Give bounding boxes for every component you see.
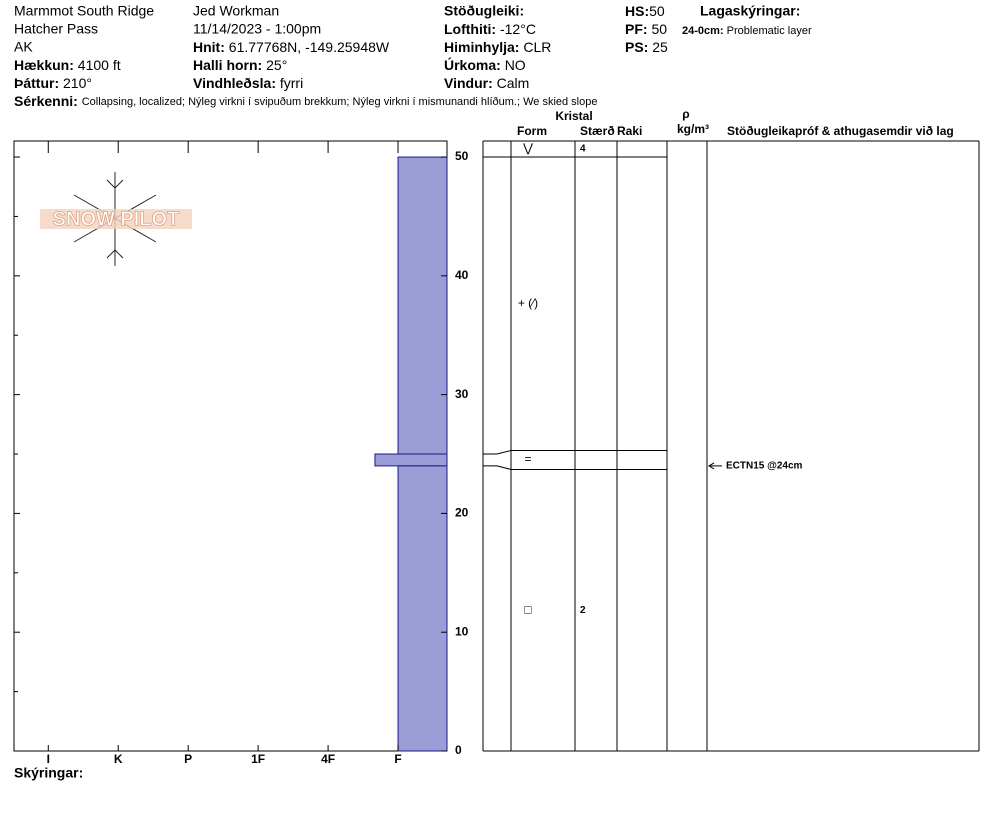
field-value: 4100 ft [78, 57, 121, 73]
grain-form: + (⁄) [518, 296, 538, 310]
field: Þáttur: 210° [14, 75, 92, 91]
field: Vindur: Calm [444, 75, 529, 91]
logo-text: SNOW PILOT [53, 208, 180, 230]
field-label: Lofthiti: [444, 21, 496, 37]
x-tick-label: F [394, 752, 401, 766]
field-label: Vindhleðsla: [193, 75, 276, 91]
field-label: HS: [625, 3, 649, 19]
field-label: Hækkun: [14, 57, 74, 73]
region: Hatcher Pass [14, 21, 98, 37]
hardness-bar [397, 156, 448, 455]
layer-note-text: Problematic layer [727, 25, 812, 37]
field-label: Hnit: [193, 39, 225, 55]
snow-field: HS:50 [625, 3, 665, 19]
y-tick-label: 40 [455, 268, 469, 282]
notes-label: Skýringar: [14, 765, 83, 781]
x-tick-label: P [184, 752, 192, 766]
grain-size: 2 [580, 605, 586, 616]
layer-note: 24-0cm: Problematic layer [682, 25, 812, 37]
y-tick-label: 10 [455, 624, 469, 638]
field: Vindhleðsla: fyrri [193, 75, 303, 91]
field-label: PS: [625, 39, 648, 55]
y-tick-label: 0 [455, 743, 462, 757]
field-value: 61.77768N, -149.25948W [229, 39, 390, 55]
field-value: 50 [649, 3, 665, 19]
x-tick-label: K [114, 752, 123, 766]
x-tick-label: I [47, 752, 50, 766]
table-header: Stærð [580, 124, 615, 138]
field: Hækkun: 4100 ft [14, 57, 121, 73]
layer-boundary [483, 449, 667, 455]
field: Lofthiti: -12°C [444, 21, 536, 37]
test-label: ECTN15 @24cm [726, 461, 803, 472]
features-label: Sérkenni: [14, 93, 78, 109]
layer-notes-label: Lagaskýringar: [700, 3, 800, 19]
layer-note-range: 24-0cm: [682, 25, 724, 37]
field-value: fyrri [280, 75, 303, 91]
logo-band [40, 209, 192, 229]
location: Marmmot South Ridge [14, 3, 154, 19]
hardness-bar [374, 453, 448, 467]
field: Hnit: 61.77768N, -149.25948W [193, 39, 390, 55]
y-tick-label: 30 [455, 387, 469, 401]
field: Himinhylja: CLR [444, 39, 551, 55]
field-label: PF: [625, 21, 648, 37]
field: Úrkoma: NO [444, 56, 526, 73]
table-header: Stöðugleikapróf & athugasemdir við lag [727, 124, 954, 138]
x-tick-label: 1F [251, 752, 265, 766]
field-label: Himinhylja: [444, 39, 519, 55]
hardness-bar [397, 465, 448, 752]
datetime: 11/14/2023 - 1:00pm [193, 21, 321, 37]
table-frame [482, 140, 980, 752]
snow-field: PF: 50 [625, 21, 667, 37]
table-header: Raki [617, 124, 642, 138]
features-text: Collapsing, localized; Nýleg virkni í sv… [82, 96, 598, 108]
table-header: ρ [682, 107, 689, 121]
observer: Jed Workman [193, 3, 279, 19]
snow-field: PS: 25 [625, 39, 668, 55]
field-label: Vindur: [444, 75, 493, 91]
grain-form: = [524, 452, 531, 466]
plot-frame [13, 140, 448, 752]
field-value: -12°C [500, 21, 536, 37]
field-value: 50 [651, 21, 667, 37]
field-value: 25° [266, 57, 287, 73]
field-value: 25 [652, 39, 668, 55]
x-tick-label: 4F [321, 752, 335, 766]
field-value: Calm [497, 75, 530, 91]
field-value: 210° [63, 75, 92, 91]
field-label: Halli horn: [193, 57, 262, 73]
field-value: CLR [523, 39, 551, 55]
field-value: NO [505, 57, 526, 73]
grain-form: □ [524, 602, 531, 616]
y-tick-label: 50 [455, 149, 469, 163]
field-label: Þáttur: [14, 75, 59, 91]
layer-boundary [483, 465, 667, 470]
table-header: kg/m³ [677, 122, 709, 136]
test-arrowhead [708, 462, 715, 470]
table-header: Form [517, 124, 547, 138]
state: AK [14, 39, 33, 55]
field-label: Úrkoma: [444, 56, 501, 73]
grain-size: 4 [580, 144, 586, 155]
features: Sérkenni: Collapsing, localized; Nýleg v… [14, 93, 597, 109]
field: Halli horn: 25° [193, 57, 287, 73]
stability-label: Stöðugleiki: [444, 3, 524, 19]
y-tick-label: 20 [455, 506, 469, 520]
grain-form: ⋁ [522, 141, 533, 155]
table-header: Kristal [555, 109, 592, 123]
